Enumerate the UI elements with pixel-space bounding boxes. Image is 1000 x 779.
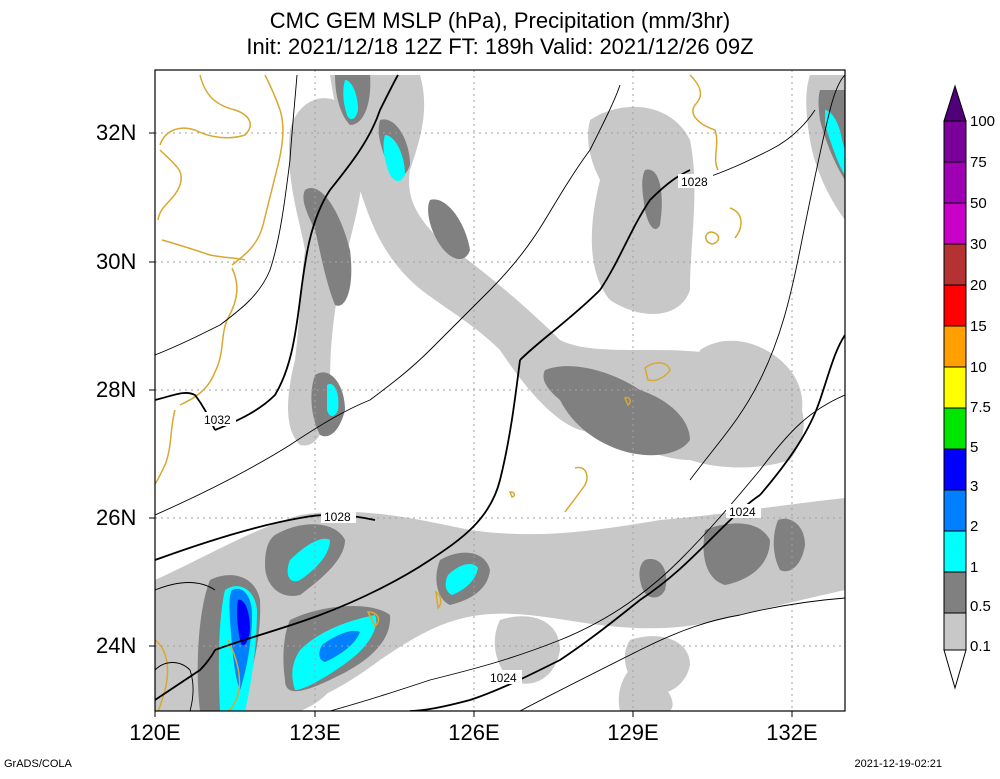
lat-label-30n: 30N (96, 249, 137, 274)
isobar-labels: 1032 1028 1028 1024 1024 (201, 174, 761, 685)
lon-label-132e: 132E (766, 720, 818, 745)
colorbar-label-30: 30 (970, 236, 987, 253)
axis-ticks (149, 132, 793, 717)
colorbar-label-15: 15 (970, 318, 987, 335)
lat-label-28n: 28N (96, 377, 137, 402)
colorbar-label-2: 2 (970, 518, 979, 535)
colorbar-label-75: 75 (970, 154, 987, 171)
colorbar-label-10: 10 (970, 359, 987, 376)
lat-label-24n: 24N (96, 633, 137, 658)
colorbar (943, 84, 967, 690)
colorbar-label-0-5: 0.5 (970, 598, 991, 615)
map-title: CMC GEM MSLP (hPa), Precipitation (mm/3h… (269, 8, 731, 33)
lon-label-126e: 126E (448, 720, 500, 745)
coastline (155, 74, 742, 711)
colorbar-bottom-triangle (943, 649, 967, 690)
colorbar-label-1: 1 (970, 559, 979, 576)
isobar-label-1028-west: 1028 (324, 510, 351, 524)
isobar-label-1024-south: 1024 (490, 671, 517, 685)
lon-label-129e: 129E (607, 720, 659, 745)
isobar-label-1028-east: 1028 (681, 175, 708, 189)
colorbar-label-50: 50 (970, 195, 987, 212)
lon-label-123e: 123E (289, 720, 341, 745)
footer-timestamp: 2021-12-19-02:21 (854, 758, 942, 770)
colorbar-label-3: 3 (970, 478, 979, 495)
isobar-label-1024-east: 1024 (729, 505, 756, 519)
lon-label-120e: 120E (129, 720, 181, 745)
colorbar-label-0-1: 0.1 (970, 638, 991, 655)
colorbar-label-20: 20 (970, 277, 987, 294)
plot-area (155, 70, 845, 711)
precip-blue-layer (229, 588, 360, 690)
isobar-label-1032: 1032 (204, 413, 231, 427)
lat-label-26n: 26N (96, 505, 137, 530)
footer-software: GrADS/COLA (4, 758, 72, 770)
lat-label-32n: 32N (96, 120, 137, 145)
isobars-thin (155, 74, 845, 711)
colorbar-label-5: 5 (970, 439, 979, 456)
colorbar-label-7-5: 7.5 (970, 399, 991, 416)
map-subtitle: Init: 2021/12/18 12Z FT: 189h Valid: 202… (246, 34, 754, 59)
colorbar-label-100: 100 (970, 113, 996, 130)
colorbar-top-triangle (943, 84, 967, 122)
